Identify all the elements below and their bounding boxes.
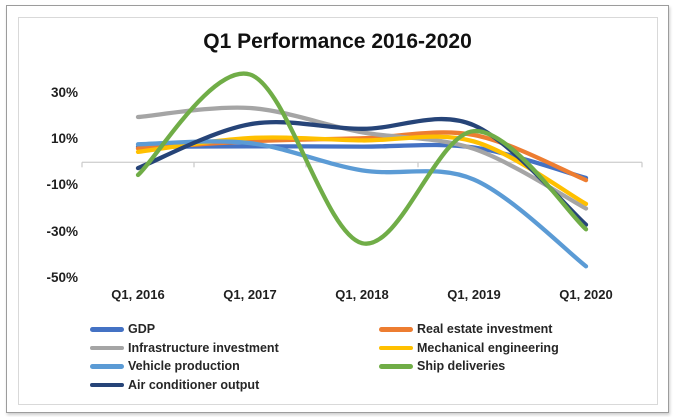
x-axis-category-label: Q1, 2018 bbox=[335, 287, 389, 302]
series-line-infrastructure-investment bbox=[135, 105, 589, 211]
legend-label: Ship deliveries bbox=[417, 359, 506, 374]
y-axis-tick-label: -10% bbox=[46, 177, 78, 193]
chart-title: Q1 Performance 2016-2020 bbox=[203, 30, 472, 53]
legend-label: GDP bbox=[128, 322, 156, 337]
legend-item-air-conditioner-output[interactable]: Air conditioner output bbox=[90, 378, 379, 392]
legend-swatch-real-estate-investment-icon bbox=[379, 327, 413, 332]
x-axis-category-label: Q1, 2020 bbox=[559, 287, 613, 302]
legend-item-mechanical-engineering[interactable]: Mechanical engineering bbox=[379, 341, 559, 355]
y-axis-tick-label: -30% bbox=[46, 223, 78, 239]
y-axis-tick-label: 30% bbox=[50, 85, 78, 100]
legend-item-ship-deliveries[interactable]: Ship deliveries bbox=[379, 359, 559, 373]
x-axis-category-label: Q1, 2019 bbox=[447, 287, 501, 302]
series-line-ship-deliveries bbox=[135, 71, 589, 246]
legend-item-gdp[interactable]: GDP bbox=[90, 322, 379, 336]
legend-item-vehicle-production[interactable]: Vehicle production bbox=[90, 359, 379, 373]
legend-swatch-ship-deliveries-icon bbox=[379, 364, 413, 369]
legend-label: Air conditioner output bbox=[128, 378, 260, 393]
legend-swatch-infrastructure-investment-icon bbox=[90, 345, 124, 351]
y-axis-tick-label: -50% bbox=[46, 269, 78, 285]
legend-swatch-vehicle-production-icon bbox=[90, 364, 124, 369]
legend-label: Mechanical engineering bbox=[417, 340, 559, 355]
x-axis-category-label: Q1, 2016 bbox=[111, 287, 165, 302]
legend-swatch-gdp-icon bbox=[90, 327, 124, 332]
legend-item-real-estate-investment[interactable]: Real estate investment bbox=[379, 322, 559, 336]
legend-label: Infrastructure investment bbox=[128, 340, 279, 355]
legend-swatch-air-conditioner-output-icon bbox=[90, 382, 124, 388]
y-axis-tick-label: 10% bbox=[50, 131, 78, 147]
series-line-vehicle-production bbox=[135, 139, 589, 269]
chart-object-frame[interactable] bbox=[18, 17, 658, 405]
legend-item-infrastructure-investment[interactable]: Infrastructure investment bbox=[90, 341, 379, 355]
x-axis-category-label: Q1, 2017 bbox=[223, 287, 277, 302]
legend-label: Vehicle production bbox=[128, 359, 240, 374]
legend-swatch-mechanical-engineering-icon bbox=[379, 345, 413, 351]
legend: GDP Real estate investment Infrastructure … bbox=[90, 320, 559, 394]
legend-label: Real estate investment bbox=[417, 322, 553, 337]
